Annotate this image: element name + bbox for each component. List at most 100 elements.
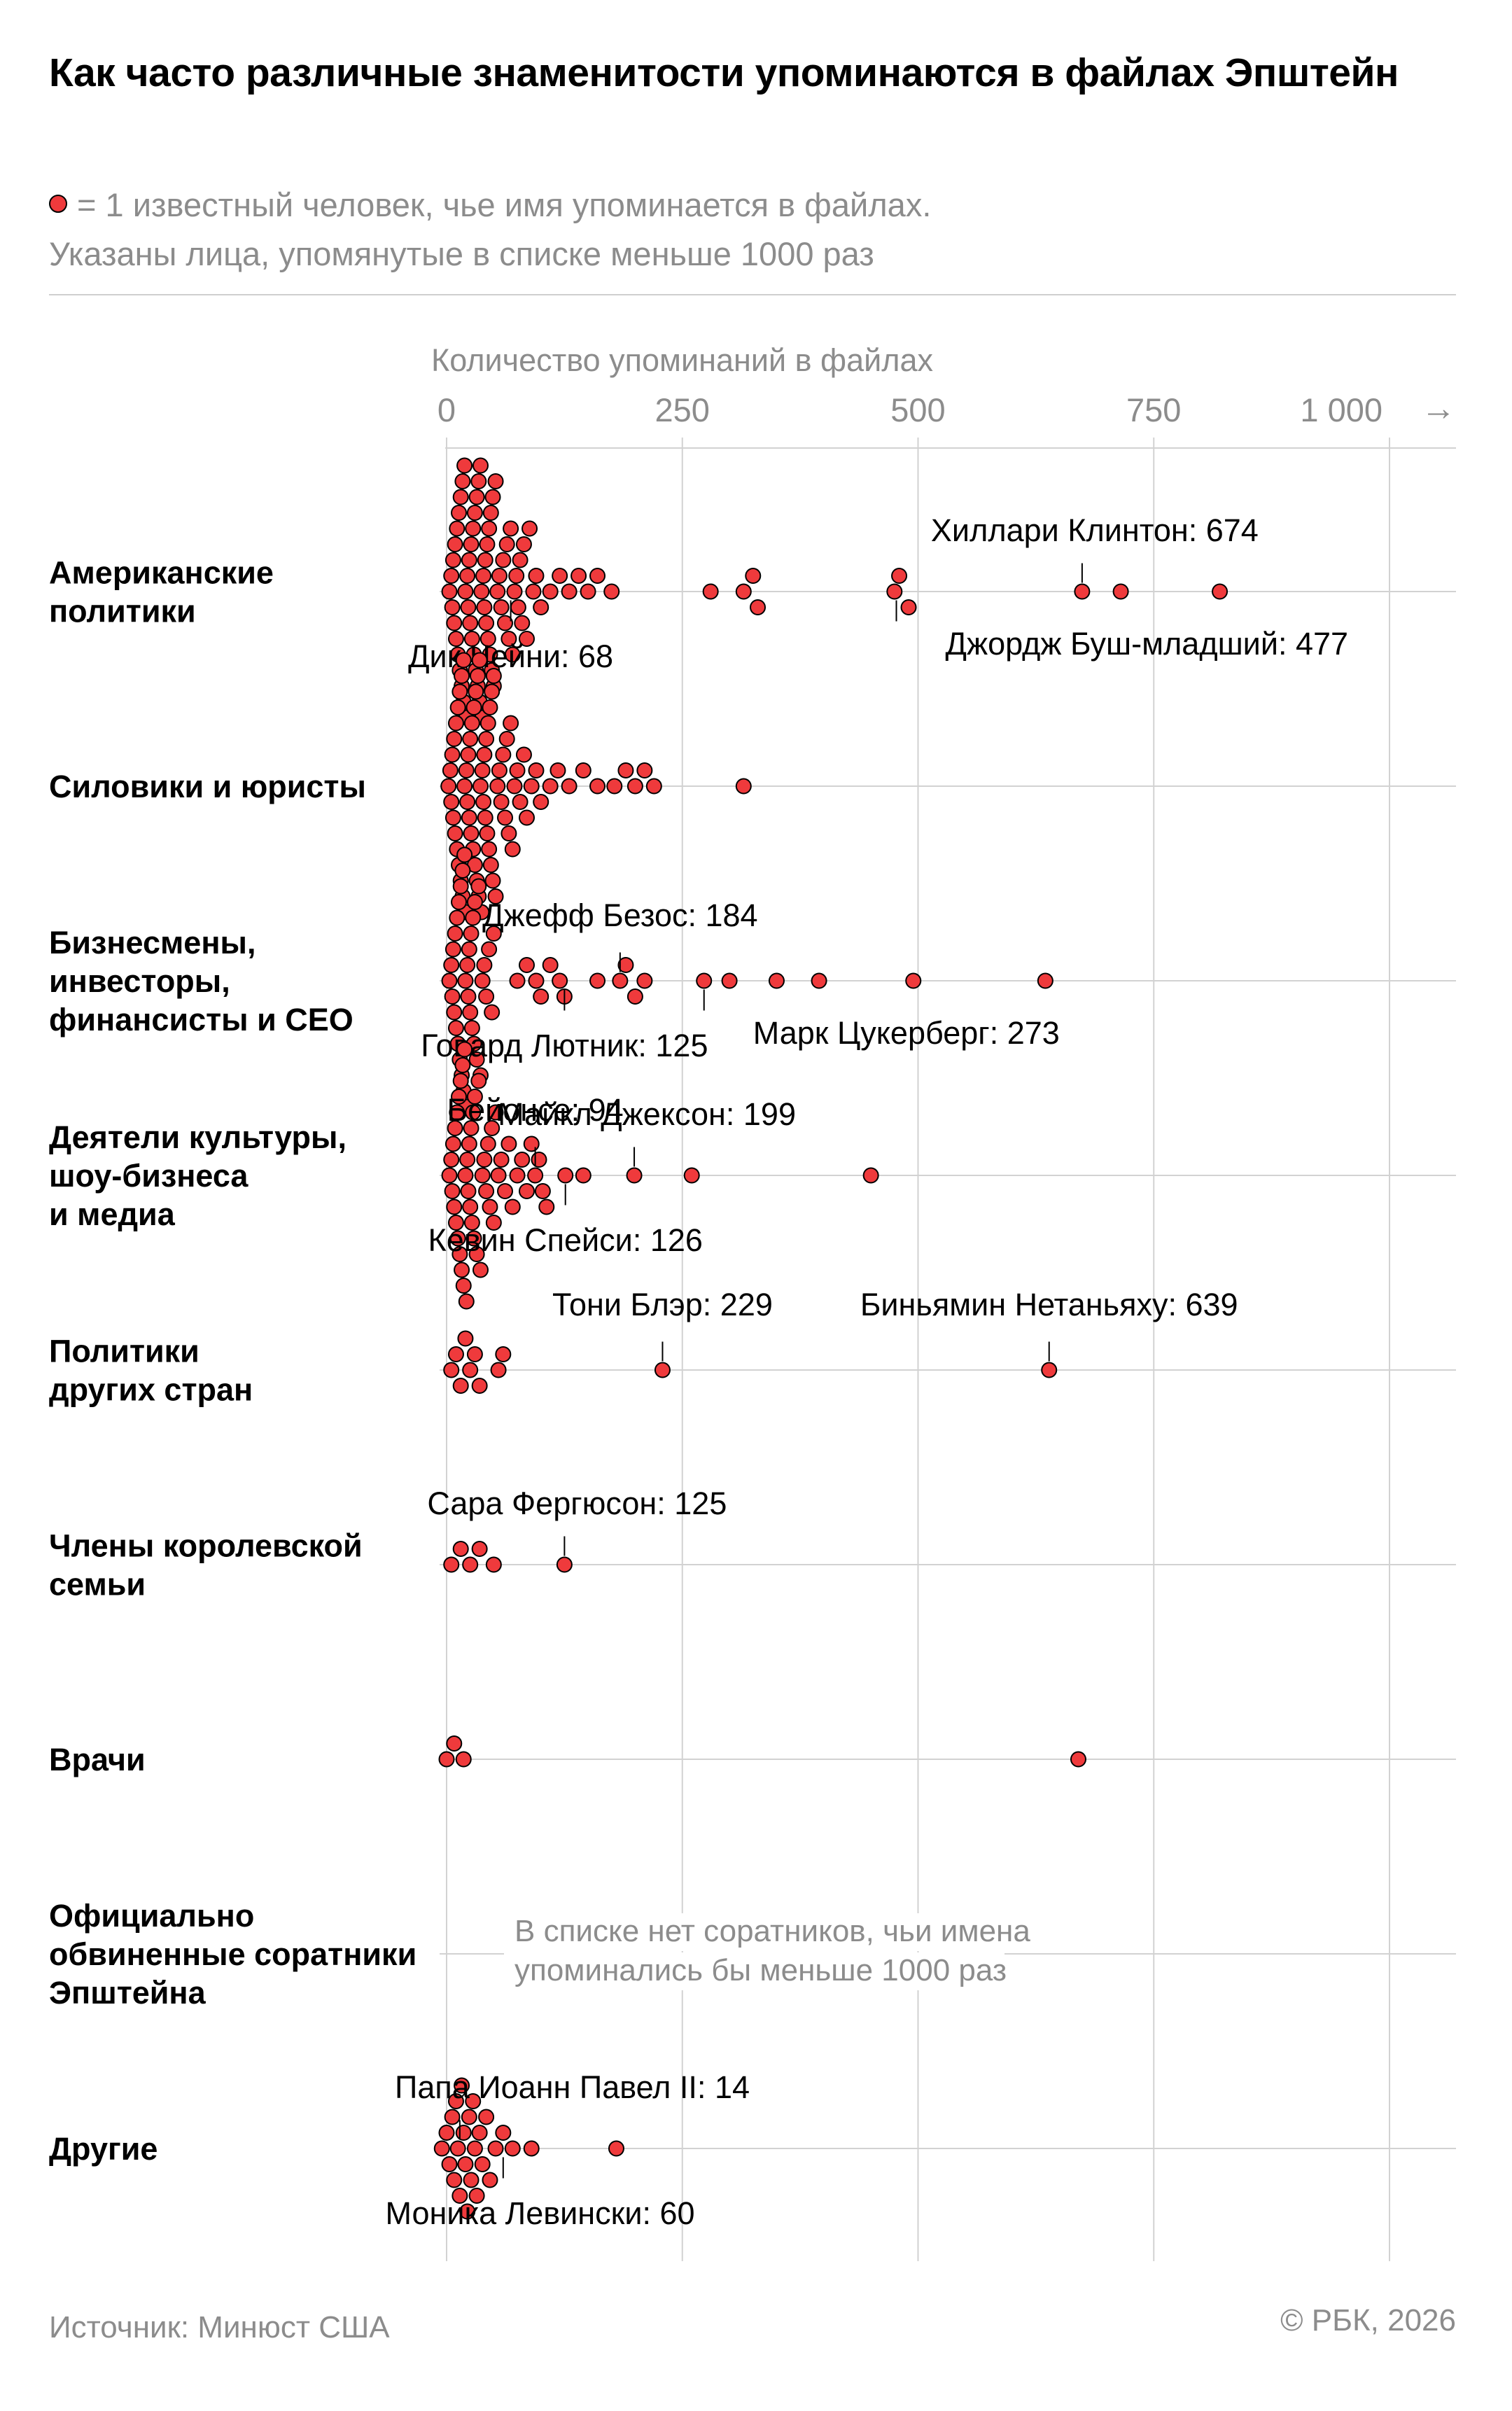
data-point-4-3 (457, 1330, 474, 1347)
data-point-3-26 (466, 1089, 483, 1105)
annotation-label-4-1: Биньямин Нетаньяху: 639 (860, 1287, 1238, 1322)
data-point-2-22 (463, 925, 479, 942)
data-point-1-65 (533, 794, 550, 810)
data-point-0-28 (468, 489, 485, 505)
data-point-1-41 (479, 715, 496, 732)
data-point-1-72 (617, 762, 634, 778)
data-point-0-22 (463, 536, 479, 552)
category-label-3-2: и медиа (49, 1196, 176, 1232)
data-point-2-37 (518, 957, 535, 973)
data-point-0-63 (518, 631, 535, 647)
data-point-0-57 (506, 583, 523, 600)
data-point-1-35 (474, 762, 491, 778)
data-point-0-3 (444, 552, 461, 568)
data-point-4-1 (447, 1346, 464, 1362)
data-point-1-20 (460, 746, 477, 763)
data-point-3-49 (534, 1183, 551, 1199)
data-point-6-2 (455, 1751, 472, 1768)
data-point-5-1 (452, 1541, 469, 1557)
data-point-2-4 (446, 1004, 463, 1021)
data-point-1-11 (451, 683, 468, 700)
data-point-8-18 (474, 2156, 491, 2172)
data-point-1-76 (735, 778, 752, 795)
data-point-2-43 (589, 972, 606, 989)
data-point-0-64 (522, 520, 538, 537)
data-point-8-3 (444, 2109, 461, 2125)
category-label-0-1: политики (49, 594, 196, 629)
annotation-label-5-0: Сара Фергюсон: 125 (427, 1486, 727, 1521)
data-point-6-1 (446, 1735, 463, 1752)
data-point-3-48 (531, 1152, 547, 1168)
data-point-1-53 (497, 809, 514, 826)
copyright: © РБК, 2026 (1280, 2303, 1456, 2337)
data-point-0-33 (473, 583, 490, 600)
data-point-0-37 (477, 552, 493, 568)
data-point-0-23 (463, 631, 480, 647)
data-point-0-84 (1212, 583, 1228, 600)
data-point-3-27 (468, 1246, 485, 1262)
data-point-0-81 (900, 599, 917, 615)
data-point-8-5 (447, 2093, 464, 2109)
data-point-3-0 (441, 1167, 458, 1184)
data-point-2-0 (441, 972, 458, 989)
data-point-1-15 (455, 652, 472, 669)
data-point-2-16 (457, 972, 474, 989)
data-point-8-6 (449, 2140, 466, 2157)
data-point-1-57 (504, 841, 521, 858)
legend: = 1 известный человек, чье имя упоминает… (49, 181, 931, 279)
data-point-0-59 (510, 599, 526, 615)
data-point-3-13 (454, 1057, 471, 1073)
annotation-label-8-1: Моника Левински: 60 (385, 2195, 694, 2231)
data-point-3-50 (538, 1198, 555, 1215)
data-point-1-71 (606, 778, 623, 795)
data-point-0-7 (449, 520, 465, 537)
data-point-3-47 (527, 1167, 544, 1184)
data-point-0-20 (461, 552, 477, 568)
data-point-0-65 (525, 583, 542, 600)
data-point-8-11 (459, 2203, 476, 2220)
data-point-2-26 (466, 894, 483, 910)
data-point-0-56 (504, 646, 521, 663)
data-point-2-27 (468, 1051, 485, 1068)
data-point-8-25 (608, 2140, 624, 2157)
data-point-2-45 (617, 957, 634, 973)
data-point-0-13 (454, 473, 471, 489)
data-point-3-16 (457, 1167, 474, 1184)
data-point-1-21 (461, 809, 477, 826)
annotation-label-8-0: Папа Иоанн Павел II: 14 (395, 2069, 750, 2105)
data-point-3-28 (470, 1072, 487, 1089)
data-point-1-13 (454, 668, 470, 684)
legend-text-2: Указаны лица, упомянутые в списке меньше… (49, 235, 874, 272)
data-point-5-0 (443, 1556, 460, 1573)
data-point-1-48 (487, 888, 504, 904)
data-point-1-67 (550, 762, 566, 778)
data-point-2-44 (612, 972, 629, 989)
data-point-5-2 (462, 1556, 479, 1573)
data-point-3-4 (446, 1198, 463, 1215)
data-point-3-1 (443, 1152, 460, 1168)
category-label-5-0: Члены королевской (49, 1528, 363, 1564)
data-point-1-40 (479, 825, 496, 841)
data-point-3-24 (465, 1104, 482, 1121)
data-point-3-39 (493, 1152, 510, 1168)
data-point-1-4 (444, 809, 461, 826)
legend-dot-icon (49, 195, 67, 213)
data-point-2-51 (811, 972, 827, 989)
data-point-3-31 (476, 1152, 493, 1168)
data-point-3-8 (449, 1230, 466, 1247)
data-point-8-22 (495, 2125, 512, 2141)
data-point-3-20 (461, 1135, 477, 1152)
data-point-2-32 (478, 988, 495, 1005)
category-label-7-0: Официально (49, 1898, 254, 1934)
data-point-0-4 (446, 615, 463, 631)
data-point-8-19 (478, 2109, 495, 2125)
data-point-8-20 (482, 2172, 498, 2188)
data-point-2-3 (444, 941, 461, 958)
data-point-1-37 (476, 746, 493, 763)
x-tick-label-3: 750 (1126, 391, 1181, 428)
data-point-2-28 (470, 878, 487, 895)
data-point-0-72 (580, 583, 596, 600)
data-point-2-31 (476, 957, 493, 973)
data-point-2-24 (465, 909, 482, 926)
legend-text-1: = 1 известный человек, чье имя упоминает… (77, 186, 932, 223)
